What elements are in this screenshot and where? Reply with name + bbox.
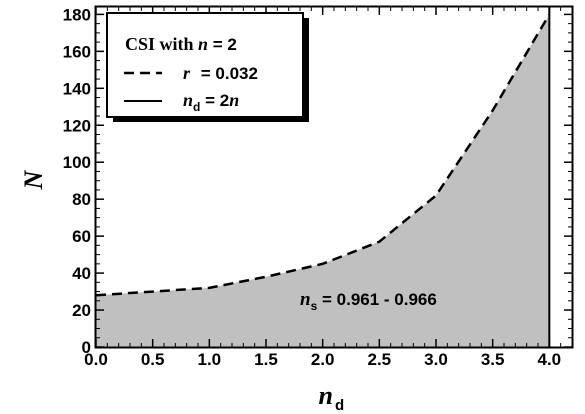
x-tick-label: 4.0 xyxy=(538,350,562,369)
y-tick-label: 160 xyxy=(63,42,91,61)
x-tick-label: 0.5 xyxy=(141,350,165,369)
x-tick-label: 3.5 xyxy=(481,350,505,369)
y-tick-label: 60 xyxy=(72,227,91,246)
y-axis-title: N xyxy=(19,169,48,190)
plot-frame xyxy=(94,5,574,349)
x-tick-label: 2.0 xyxy=(311,350,335,369)
x-tick-label: 2.5 xyxy=(368,350,392,369)
legend: CSI with n = 2 r = 0.032 nd = 2n xyxy=(106,12,309,122)
ns-annotation: ns = 0.961 - 0.966 xyxy=(300,289,437,313)
x-axis-title: n xyxy=(319,381,333,410)
plot-area xyxy=(95,7,551,348)
tick-labels: 0.0 0.5 1.0 1.5 2.0 2.5 3.0 3.5 4.0 0 20 40 60 80 100 1… xyxy=(63,5,562,369)
x-axis-title-subscript: d xyxy=(335,397,344,414)
series-line-r xyxy=(95,13,551,297)
shaded-region xyxy=(96,14,550,348)
x-tick-label: 3.0 xyxy=(424,350,448,369)
y-tick-label: 40 xyxy=(72,264,91,283)
y-tick-label: 180 xyxy=(63,5,91,24)
legend-entry-r: r = 0.032 xyxy=(183,63,258,83)
y-tick-label: 0 xyxy=(82,338,91,357)
x-tick-label: 1.5 xyxy=(254,350,278,369)
x-tick-label: 0.0 xyxy=(84,350,108,369)
x-tick-label: 1.0 xyxy=(198,350,222,369)
y-tick-label: 140 xyxy=(63,79,91,98)
y-tick-label: 120 xyxy=(63,116,91,135)
axis-ticks xyxy=(95,7,573,348)
legend-title: CSI with n = 2 xyxy=(125,34,237,54)
y-tick-label: 100 xyxy=(63,153,91,172)
legend-entry-nd: nd = 2n xyxy=(183,90,239,114)
legend-box xyxy=(106,12,304,118)
y-tick-label: 80 xyxy=(72,190,91,209)
y-tick-label: 20 xyxy=(72,301,91,320)
